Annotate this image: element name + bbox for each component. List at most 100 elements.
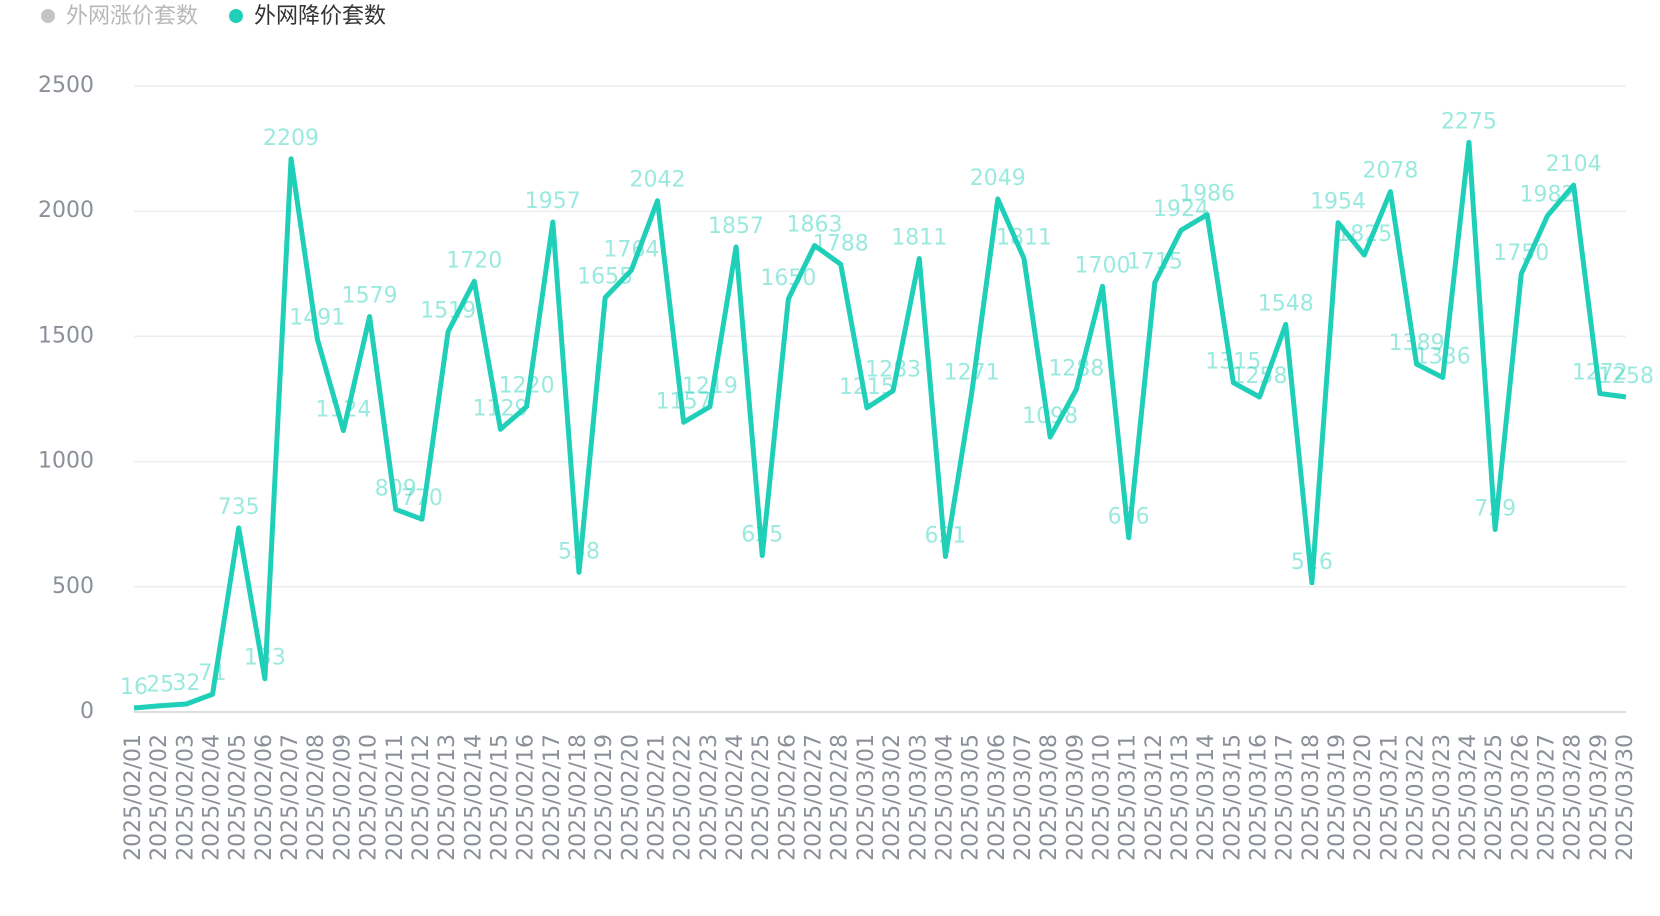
x-tick-label: 2025/02/19 [592, 734, 617, 861]
x-tick-label: 2025/02/16 [514, 734, 539, 861]
x-tick-label: 2025/02/21 [645, 734, 670, 861]
data-label: 1272 [1572, 360, 1628, 385]
x-tick-label: 2025/02/06 [252, 734, 277, 861]
data-label: 1982 [1519, 183, 1575, 208]
x-tick-label: 2025/02/17 [540, 734, 565, 861]
x-tick-label: 2025/02/12 [409, 734, 434, 861]
x-tick-label: 2025/03/06 [985, 734, 1010, 861]
data-label: 1258 [1232, 364, 1288, 389]
x-tick-label: 2025/03/30 [1613, 734, 1638, 861]
data-label: 1825 [1336, 222, 1392, 247]
legend-marker [41, 9, 55, 23]
data-label: 2104 [1546, 152, 1602, 177]
x-tick-label: 2025/02/11 [383, 734, 408, 861]
data-label: 1764 [603, 237, 659, 262]
data-label: 729 [1474, 496, 1516, 521]
x-tick-label: 2025/03/24 [1456, 734, 1481, 861]
data-label: 2275 [1441, 109, 1497, 134]
data-label: 1271 [944, 361, 1000, 386]
x-tick-label: 2025/03/19 [1325, 734, 1350, 861]
x-tick-label: 2025/02/09 [330, 734, 355, 861]
data-label: 1954 [1310, 190, 1366, 215]
x-tick-label: 2025/03/17 [1273, 734, 1298, 861]
data-label: 621 [924, 524, 966, 549]
y-tick-label: 2500 [38, 73, 94, 98]
x-tick-label: 2025/03/29 [1587, 734, 1612, 861]
x-tick-label: 2025/03/03 [906, 734, 931, 861]
y-tick-label: 1500 [38, 323, 94, 348]
x-tick-label: 2025/02/25 [749, 734, 774, 861]
data-label: 1129 [472, 396, 528, 421]
y-tick-label: 1000 [38, 449, 94, 474]
x-tick-label: 2025/03/11 [1116, 734, 1141, 861]
series-line [133, 139, 1627, 711]
x-tick-label: 2025/03/09 [1063, 734, 1088, 861]
data-label: 16 [120, 675, 148, 700]
data-label: 1579 [342, 284, 398, 309]
data-label: 1863 [787, 213, 843, 238]
x-tick-label: 2025/03/16 [1247, 734, 1272, 861]
data-label: 625 [741, 523, 783, 548]
y-tick-label: 500 [52, 574, 94, 599]
legend-marker [229, 9, 244, 23]
data-label: 1700 [1074, 253, 1130, 278]
x-tick-label: 2025/02/26 [775, 734, 800, 861]
x-tick-label: 2025/03/28 [1561, 734, 1586, 861]
x-tick-label: 2025/03/22 [1404, 734, 1429, 861]
data-label: 1811 [891, 226, 947, 251]
data-label: 1220 [499, 374, 555, 399]
x-tick-label: 2025/03/07 [1011, 734, 1036, 861]
data-label: 558 [558, 539, 600, 564]
x-tick-label: 2025/03/08 [1037, 734, 1062, 861]
data-label: 1857 [708, 214, 764, 239]
x-tick-label: 2025/03/18 [1299, 734, 1324, 861]
data-label: 1924 [1153, 197, 1209, 222]
legend-label: 外网涨价套数 [66, 4, 198, 29]
data-label: 1519 [420, 299, 476, 324]
data-label: 1491 [289, 306, 345, 331]
data-label: 25 [146, 673, 174, 698]
data-label: 1389 [1389, 331, 1445, 356]
data-label: 1715 [1127, 250, 1183, 275]
data-label: 1811 [996, 226, 1052, 251]
data-label: 1986 [1179, 182, 1235, 207]
x-tick-label: 2025/03/10 [1089, 734, 1114, 861]
x-tick-label: 2025/02/07 [278, 734, 303, 861]
x-tick-label: 2025/03/23 [1430, 734, 1455, 861]
data-label: 1788 [813, 231, 869, 256]
data-label: 1288 [1048, 356, 1104, 381]
data-label: 1283 [865, 358, 921, 383]
x-tick-label: 2025/02/10 [357, 734, 382, 861]
x-tick-label: 2025/02/20 [618, 734, 643, 861]
x-tick-label: 2025/03/12 [1142, 734, 1167, 861]
data-label: 735 [218, 495, 260, 520]
data-label: 1336 [1415, 344, 1471, 369]
x-tick-label: 2025/03/27 [1534, 734, 1559, 861]
data-label: 32 [172, 671, 200, 696]
x-tick-label: 2025/02/05 [226, 734, 251, 861]
data-label: 1258 [1598, 364, 1654, 389]
x-tick-label: 2025/03/15 [1220, 734, 1245, 861]
x-tick-label: 2025/03/14 [1194, 734, 1219, 861]
x-tick-label: 2025/03/13 [1168, 734, 1193, 861]
data-label: 1750 [1493, 241, 1549, 266]
x-tick-label: 2025/03/21 [1377, 734, 1402, 861]
data-label: 809 [375, 476, 417, 501]
data-label: 1655 [577, 265, 633, 290]
x-tick-label: 2025/02/08 [304, 734, 329, 861]
data-label: 2049 [970, 166, 1026, 191]
x-tick-label: 2025/03/02 [880, 734, 905, 861]
x-tick-label: 2025/02/18 [566, 734, 591, 861]
data-label: 1157 [656, 389, 712, 414]
data-label: 1219 [682, 374, 738, 399]
x-tick-label: 2025/03/05 [959, 734, 984, 861]
data-label: 71 [199, 661, 227, 686]
x-tick-label: 2025/02/01 [121, 734, 146, 861]
x-tick-label: 2025/02/22 [671, 734, 696, 861]
data-label: 1957 [525, 189, 581, 214]
data-label: 770 [401, 486, 443, 511]
data-label: 2042 [630, 168, 686, 193]
x-tick-label: 2025/02/14 [461, 734, 486, 861]
x-tick-label: 2025/02/03 [173, 734, 198, 861]
